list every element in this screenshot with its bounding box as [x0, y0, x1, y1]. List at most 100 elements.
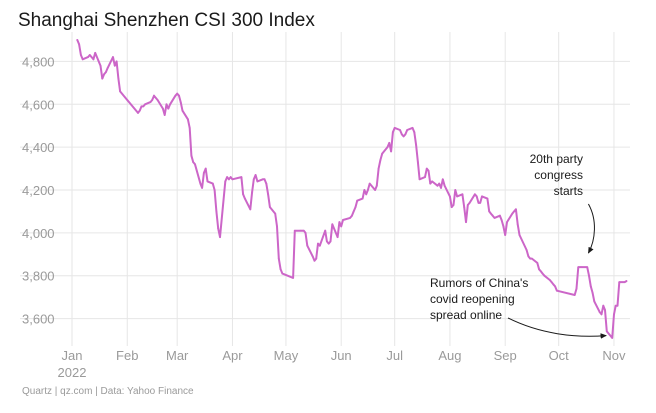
data-point	[315, 257, 318, 260]
data-point	[474, 193, 476, 196]
data-point	[154, 97, 157, 99]
data-point	[493, 217, 496, 219]
data-point	[415, 144, 417, 146]
data-point	[165, 103, 168, 106]
data-point	[431, 180, 433, 183]
data-point	[87, 56, 89, 58]
data-point	[99, 64, 102, 67]
data-point	[204, 167, 207, 170]
data-point	[351, 214, 353, 217]
data-point	[229, 176, 232, 179]
data-point	[149, 101, 152, 103]
data-point	[600, 313, 603, 316]
data-point	[463, 206, 466, 209]
y-tick-label: 4,200	[22, 183, 55, 198]
data-point	[499, 214, 501, 217]
data-point	[525, 249, 528, 251]
data-point	[265, 182, 268, 185]
x-tick-label: Sep	[494, 348, 517, 363]
data-point	[256, 180, 259, 183]
data-point	[251, 191, 254, 194]
data-point	[215, 210, 218, 213]
data-point	[178, 94, 180, 97]
data-point	[277, 257, 280, 260]
data-point	[466, 204, 469, 206]
data-point	[199, 182, 202, 185]
data-point	[427, 169, 430, 172]
data-point	[573, 294, 576, 296]
data-point	[261, 178, 264, 181]
data-point	[162, 107, 164, 110]
data-point	[254, 174, 257, 176]
data-point	[404, 133, 407, 136]
data-point	[406, 129, 409, 131]
data-point	[543, 274, 546, 277]
data-point	[240, 176, 243, 179]
data-point	[137, 112, 139, 114]
x-year-label: 2022	[58, 365, 87, 380]
data-point	[586, 266, 589, 268]
data-point	[552, 283, 555, 286]
data-point	[515, 208, 517, 211]
data-point	[176, 92, 179, 95]
data-point	[399, 129, 401, 131]
data-point	[153, 94, 155, 97]
data-point	[454, 189, 457, 191]
y-tick-label: 4,800	[22, 54, 55, 69]
data-point	[375, 184, 378, 187]
data-point	[591, 292, 594, 294]
data-point	[465, 221, 467, 224]
data-point	[188, 127, 191, 129]
data-point	[252, 178, 255, 181]
data-point	[144, 103, 147, 106]
data-point	[156, 99, 159, 101]
data-point	[623, 281, 626, 283]
y-tick-label: 3,600	[22, 312, 55, 327]
data-point	[506, 221, 508, 224]
data-point	[588, 274, 590, 277]
data-point	[349, 217, 351, 219]
data-point	[575, 287, 578, 290]
data-point	[625, 280, 628, 282]
data-point	[76, 39, 79, 41]
data-point	[490, 212, 492, 215]
data-point	[367, 189, 369, 191]
x-tick-label: Jan	[62, 348, 83, 363]
data-point	[477, 202, 480, 204]
data-point	[263, 178, 266, 181]
data-point	[219, 236, 221, 239]
data-point	[92, 58, 95, 61]
data-point	[217, 227, 220, 230]
data-point	[299, 229, 302, 232]
data-point	[174, 94, 177, 97]
data-point	[140, 105, 143, 108]
annotation-text-line: starts	[554, 184, 583, 198]
x-tick-label: Nov	[602, 348, 626, 363]
x-tick-label: Jul	[386, 348, 403, 363]
data-point	[142, 105, 145, 108]
data-point	[381, 152, 384, 155]
data-point	[281, 272, 284, 275]
y-tick-label: 4,000	[22, 226, 55, 241]
annotation-text-line: 20th party	[530, 152, 583, 166]
data-point	[400, 133, 403, 136]
data-point	[249, 208, 252, 211]
data-point	[88, 54, 91, 56]
data-point	[500, 219, 503, 221]
data-point	[602, 304, 605, 307]
data-point	[604, 309, 606, 311]
data-point	[425, 167, 428, 170]
data-point	[318, 244, 321, 247]
data-point	[550, 281, 553, 283]
data-point	[540, 270, 542, 273]
data-point	[516, 223, 519, 226]
data-point	[611, 337, 614, 339]
data-point	[461, 193, 464, 196]
data-point	[529, 257, 532, 260]
data-point	[329, 240, 332, 243]
data-point	[304, 232, 307, 234]
x-tick-label: Feb	[116, 348, 138, 363]
data-point	[452, 204, 455, 206]
data-point	[536, 262, 539, 264]
